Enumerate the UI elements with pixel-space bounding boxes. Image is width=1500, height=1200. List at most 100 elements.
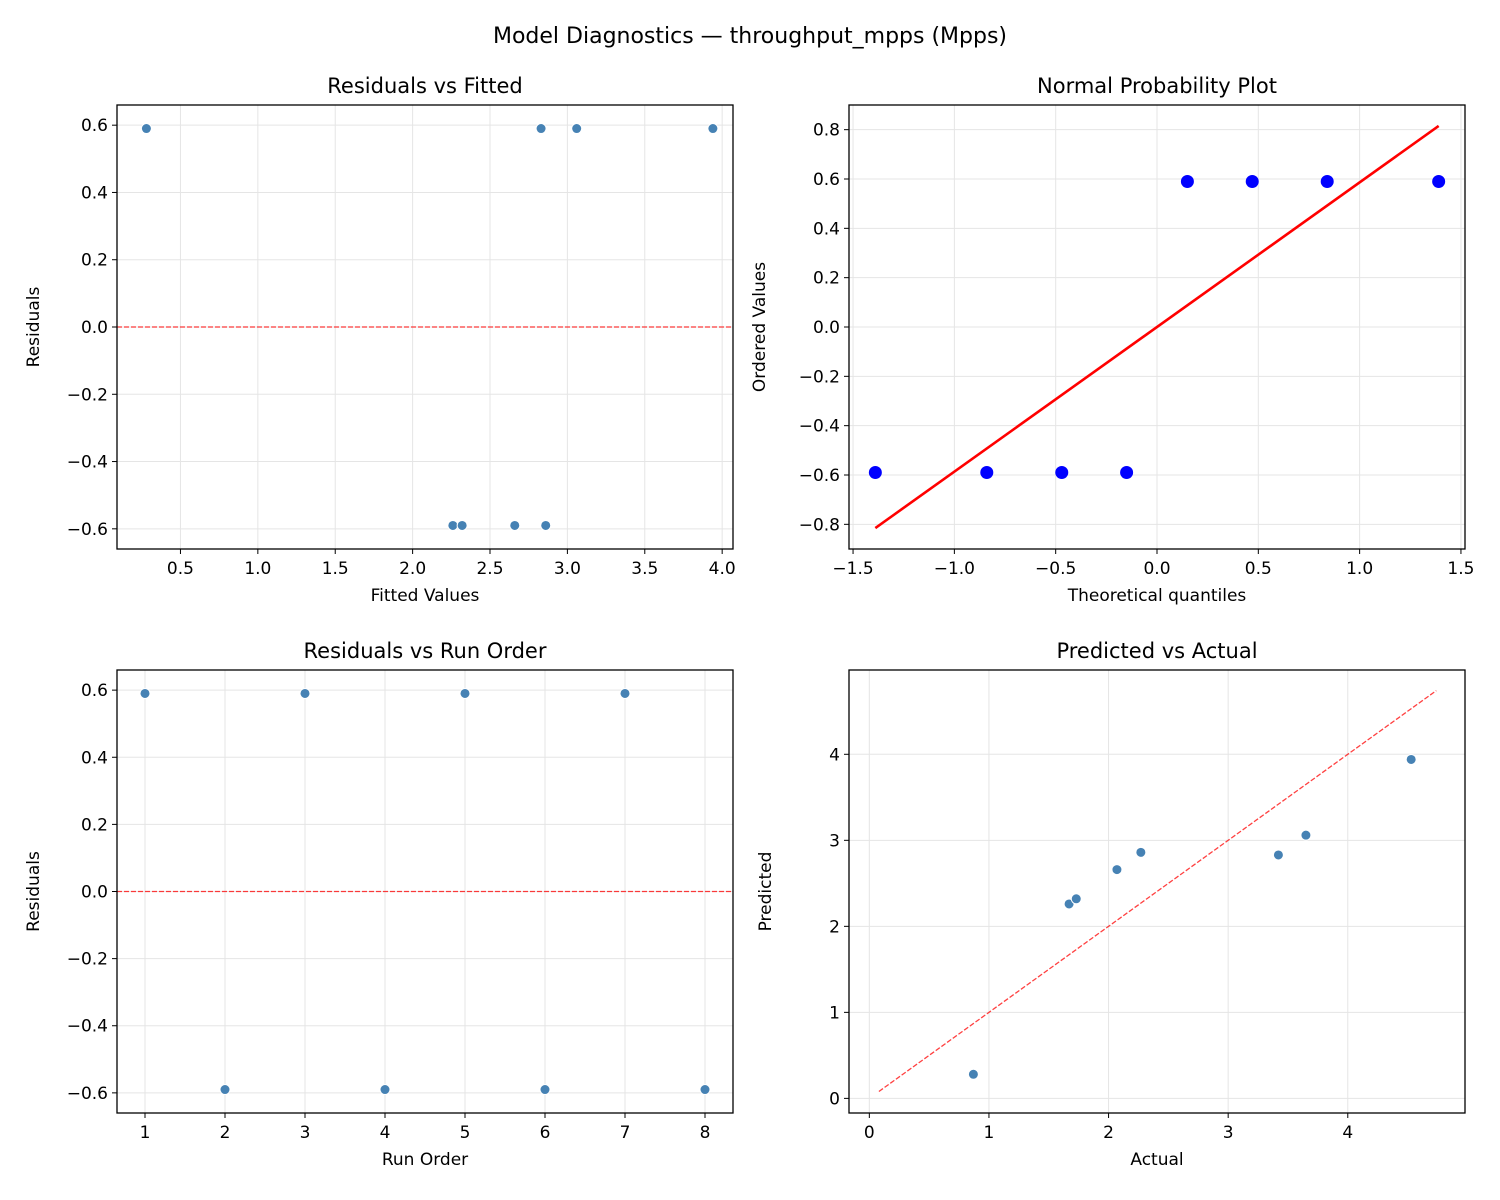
- subplot-4: 0 1 2 3 4 0 1 2 3 4 Predicted vs Actual Actual Predi…: [756, 639, 1466, 1170]
- y-tick-label: 0.6: [81, 116, 108, 136]
- data-point: [1135, 846, 1147, 858]
- data-point: [967, 1068, 979, 1080]
- y-tick-label: 0.4: [813, 219, 840, 239]
- x-tick-label: 0.5: [167, 559, 194, 579]
- x-tick-label: 3.5: [631, 559, 658, 579]
- figure-title: Model Diagnostics — throughput_mpps (Mpp…: [493, 24, 1007, 49]
- data-point: [619, 687, 631, 699]
- axes-frame: [116, 104, 734, 550]
- y-tick-label: −0.2: [67, 950, 108, 970]
- x-tick-label: 2.5: [476, 559, 503, 579]
- y-tick-label: 1: [829, 1003, 840, 1023]
- data-point: [707, 123, 719, 135]
- data-point: [509, 519, 521, 531]
- data-point: [540, 519, 552, 531]
- axes-frame: [848, 104, 1466, 550]
- x-tick-label: −1.0: [934, 559, 975, 579]
- y-tick-label: 0.0: [81, 883, 108, 903]
- data-point: [571, 123, 583, 135]
- y-axis-label: Ordered Values: [750, 262, 770, 392]
- x-tick-label: 8: [700, 1123, 711, 1143]
- axes-frame: [848, 669, 1466, 1114]
- y-tick-label: 0.2: [81, 251, 108, 271]
- x-tick-label: 7: [620, 1123, 631, 1143]
- data-point: [456, 519, 468, 531]
- y-tick-label: 0.4: [81, 748, 108, 768]
- subplot-2: −1.5 −1.0 −0.5 0.0 0.5 1.0 1.5 −0.8 −0.6 −0.4 −0.2…: [750, 74, 1474, 606]
- fit-line: [874, 124, 1440, 530]
- data-point: [299, 687, 311, 699]
- y-tick-label: 0.6: [813, 170, 840, 190]
- y-tick-label: 0.2: [813, 269, 840, 289]
- y-tick-label: −0.8: [799, 515, 840, 535]
- y-tick-label: 0.4: [81, 183, 108, 203]
- subplot-title: Normal Probability Plot: [1037, 74, 1277, 98]
- x-tick-label: 2: [220, 1123, 231, 1143]
- x-axis-label: Run Order: [382, 1150, 468, 1170]
- x-tick-label: 0.5: [1245, 559, 1272, 579]
- x-axis-label: Actual: [1130, 1150, 1183, 1170]
- data-point: [219, 1084, 231, 1096]
- x-tick-label: 4: [1342, 1123, 1353, 1143]
- y-tick-label: 0.2: [81, 815, 108, 835]
- data-point: [459, 687, 471, 699]
- data-point: [1432, 174, 1446, 188]
- x-tick-label: 0.0: [1143, 559, 1170, 579]
- data-point: [868, 466, 882, 480]
- y-tick-label: −0.4: [67, 453, 108, 473]
- data-point: [1120, 466, 1134, 480]
- data-point: [1070, 893, 1082, 905]
- y-tick-label: 4: [829, 745, 840, 765]
- y-tick-label: −0.6: [67, 520, 108, 540]
- x-tick-label: 1.5: [322, 559, 349, 579]
- y-tick-label: −0.2: [799, 367, 840, 387]
- x-tick-label: 4: [380, 1123, 391, 1143]
- x-tick-label: 6: [540, 1123, 551, 1143]
- y-tick-label: 0.6: [81, 681, 108, 701]
- x-tick-label: 1.5: [1447, 559, 1474, 579]
- x-tick-label: 0: [864, 1123, 875, 1143]
- x-tick-label: 1: [140, 1123, 151, 1143]
- x-tick-label: 5: [460, 1123, 471, 1143]
- subplot-1: 0.5 1.0 1.5 2.0 2.5 3.0 3.5 4.0 −0.6 −0.4 −0.2 0.0 0…: [24, 74, 736, 606]
- data-point: [535, 123, 547, 135]
- data-point: [1111, 864, 1123, 876]
- x-tick-label: 4.0: [709, 559, 736, 579]
- data-point: [539, 1084, 551, 1096]
- y-tick-label: 0: [829, 1089, 840, 1109]
- x-tick-label: 2: [1103, 1123, 1114, 1143]
- y-axis-label: Predicted: [756, 852, 776, 932]
- x-tick-label: 1.0: [1346, 559, 1373, 579]
- y-tick-label: −0.2: [67, 385, 108, 405]
- data-point: [699, 1084, 711, 1096]
- y-tick-label: 0.0: [81, 318, 108, 338]
- x-tick-label: −1.5: [832, 559, 873, 579]
- data-point: [139, 687, 151, 699]
- data-point: [980, 466, 994, 480]
- subplot-3: 1 2 3 4 5 6 7 8 −0.6 −0.4 −0.2 0.0 0.2 0.4 0.6 Residual…: [24, 639, 734, 1170]
- y-tick-label: −0.6: [799, 466, 840, 486]
- data-point: [379, 1084, 391, 1096]
- y-tick-label: −0.4: [67, 1017, 108, 1037]
- y-axis-label: Residuals: [24, 287, 44, 368]
- data-point: [1320, 174, 1334, 188]
- y-tick-label: 3: [829, 831, 840, 851]
- x-tick-label: 1.0: [244, 559, 271, 579]
- data-point: [1272, 849, 1284, 861]
- subplot-title: Residuals vs Fitted: [327, 74, 522, 98]
- x-axis-label: Fitted Values: [371, 586, 480, 606]
- x-tick-label: 3: [1223, 1123, 1234, 1143]
- x-tick-label: −0.5: [1035, 559, 1076, 579]
- y-tick-label: −0.4: [799, 417, 840, 437]
- data-point: [447, 519, 459, 531]
- identity-line: [878, 690, 1437, 1093]
- subplot-title: Residuals vs Run Order: [304, 639, 547, 663]
- x-tick-label: 1: [984, 1123, 995, 1143]
- data-point: [1180, 174, 1194, 188]
- x-tick-label: 2.0: [399, 559, 426, 579]
- y-tick-label: 0.0: [813, 318, 840, 338]
- x-tick-label: 3.0: [554, 559, 581, 579]
- data-point: [1300, 829, 1312, 841]
- x-tick-label: 3: [300, 1123, 311, 1143]
- data-point: [1405, 753, 1417, 765]
